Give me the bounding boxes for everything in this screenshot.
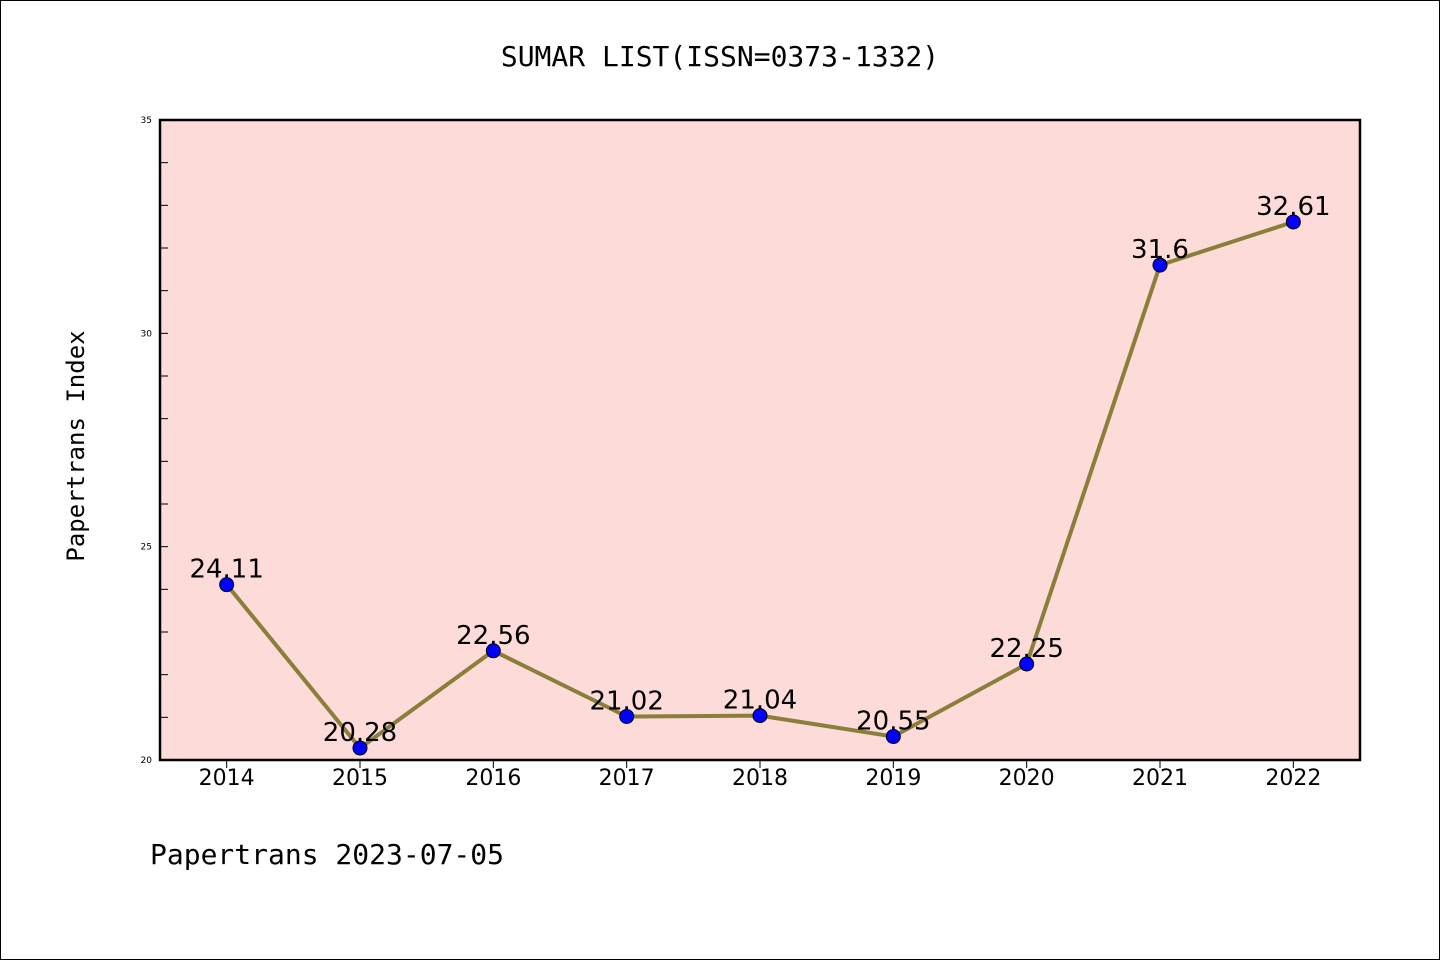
x-tick-label: 2015 xyxy=(332,766,388,791)
plot-border xyxy=(158,118,1362,762)
y-axis-label: Papertrans Index xyxy=(62,330,90,561)
x-tick-label: 2022 xyxy=(1265,766,1321,791)
data-markers xyxy=(219,214,1301,756)
data-label: 24.11 xyxy=(189,555,263,585)
y-tick-label: 30 xyxy=(141,329,153,339)
x-tick-label: 2017 xyxy=(599,766,655,791)
plot-area xyxy=(160,120,1360,760)
x-tick-label: 2016 xyxy=(465,766,521,791)
data-label: 20.55 xyxy=(856,707,930,737)
x-tick-label: 2014 xyxy=(199,766,255,791)
data-label: 22.56 xyxy=(456,621,530,651)
x-tick-label: 2019 xyxy=(865,766,921,791)
data-point xyxy=(485,643,501,659)
data-point xyxy=(752,708,768,724)
y-tick-label: 20 xyxy=(141,756,153,766)
data-label: 21.04 xyxy=(723,686,797,716)
data-point xyxy=(1019,656,1035,672)
data-point xyxy=(619,708,635,724)
x-tick-label: 2020 xyxy=(999,766,1055,791)
data-label: 20.28 xyxy=(323,718,397,748)
data-labels: 24.11 20.28 22.56 21.02 21.04 20.55 22.25 31.6 3… xyxy=(189,192,1330,748)
data-point xyxy=(885,729,901,745)
data-point xyxy=(1152,257,1168,273)
x-tick-label: 2018 xyxy=(732,766,788,791)
data-point xyxy=(219,577,235,593)
data-label: 21.02 xyxy=(589,686,663,716)
data-label: 22.25 xyxy=(989,634,1063,664)
data-label: 32.61 xyxy=(1256,192,1330,222)
y-tick-label: 25 xyxy=(141,543,152,553)
footer-text: Papertrans 2023-07-05 xyxy=(150,838,504,871)
data-point xyxy=(352,740,368,756)
x-tick-label: 2021 xyxy=(1132,766,1188,791)
x-axis-ticks: 2014 2015 2016 2017 2018 2019 2020 2021 2022 xyxy=(199,760,1321,791)
chart-title: SUMAR LIST(ISSN=0373-1332) xyxy=(501,40,939,73)
data-point xyxy=(1285,214,1301,230)
data-label: 31.6 xyxy=(1131,235,1189,265)
y-tick-label: 35 xyxy=(141,116,152,126)
